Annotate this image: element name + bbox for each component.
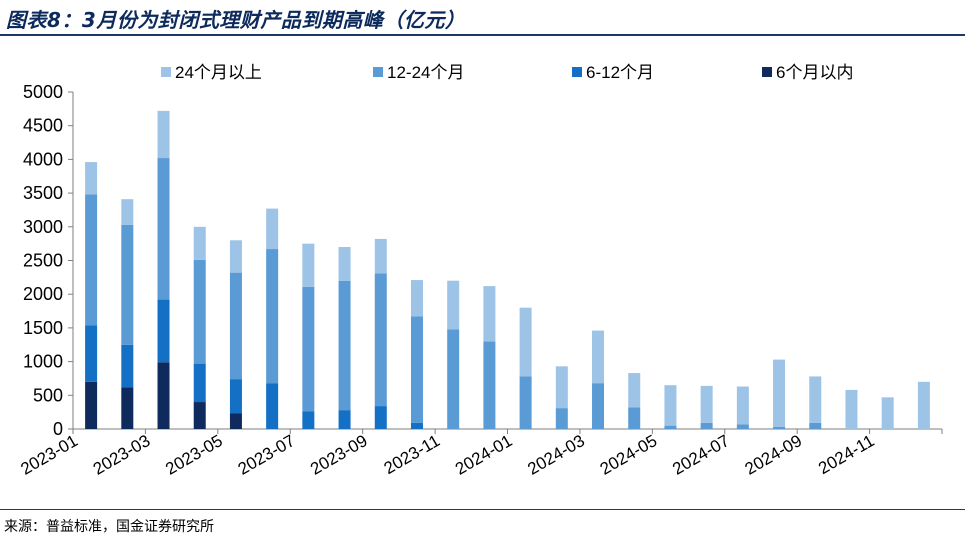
- y-tick-label: 2500: [23, 251, 63, 271]
- bar-segment-12to24m: [447, 329, 460, 429]
- bar-segment-12to24m: [229, 272, 242, 380]
- y-tick-label: 0: [53, 419, 63, 439]
- x-tick-label: 2023-07: [235, 431, 299, 479]
- bar-segment-gt24m: [519, 307, 532, 377]
- bar-segment-gt24m: [881, 397, 894, 429]
- bar-segment-lt6m: [157, 362, 170, 429]
- bar-segment-gt24m: [809, 376, 822, 423]
- y-tick-label: 3000: [23, 217, 63, 237]
- bar-segment-gt24m: [483, 286, 496, 342]
- x-tick-label: 2024-03: [524, 431, 588, 479]
- bar-segment-12to24m: [85, 194, 98, 326]
- bar-segment-6to12m: [338, 410, 351, 429]
- bar-segment-gt24m: [447, 280, 460, 330]
- x-tick-label: 2024-11: [815, 431, 877, 478]
- bar-segment-6to12m: [302, 411, 315, 429]
- bar-segment-gt24m: [193, 226, 206, 260]
- legend-label: 24个月以上: [175, 63, 262, 82]
- bar-segment-12to24m: [121, 224, 134, 345]
- bar-segment-gt24m: [229, 240, 242, 273]
- footer-rule: [0, 509, 965, 510]
- bar-segment-6to12m: [157, 299, 170, 363]
- y-tick-label: 3500: [23, 183, 63, 203]
- y-tick-label: 500: [33, 385, 63, 405]
- bar-segment-gt24m: [121, 199, 134, 225]
- bar-segment-gt24m: [773, 359, 786, 427]
- bar-segment-gt24m: [700, 385, 713, 423]
- x-tick-label: 2023-09: [307, 431, 371, 479]
- bar-segment-gt24m: [157, 110, 170, 159]
- bar-segment-12to24m: [157, 158, 170, 300]
- bar-segment-12to24m: [555, 408, 568, 429]
- x-tick-label: 2024-01: [452, 431, 516, 479]
- y-tick-label: 4500: [23, 116, 63, 136]
- bar-segment-12to24m: [410, 316, 423, 423]
- bar-segment-12to24m: [773, 426, 786, 429]
- x-tick-label: 2023-11: [381, 431, 443, 478]
- bar-segment-12to24m: [700, 422, 713, 429]
- x-tick-label: 2024-05: [597, 431, 661, 479]
- bar-segment-lt6m: [85, 381, 98, 429]
- bar-segment-12to24m: [628, 407, 641, 429]
- bar-segment-6to12m: [374, 406, 387, 429]
- bar-segment-gt24m: [736, 386, 749, 425]
- bar-segment-12to24m: [809, 422, 822, 429]
- bar-segment-gt24m: [555, 366, 568, 409]
- figure-header: 图表8：3月份为封闭式理财产品到期高峰（亿元）: [0, 0, 965, 38]
- bar-segment-gt24m: [302, 243, 315, 287]
- bar-segment-12to24m: [193, 259, 206, 364]
- bar-segment-6to12m: [193, 363, 206, 403]
- legend-swatch: [161, 67, 171, 77]
- bar-segment-12to24m: [302, 286, 315, 412]
- bar-segment-12to24m: [592, 383, 605, 429]
- bar-segment-gt24m: [410, 280, 423, 317]
- x-tick-label: 2023-01: [17, 431, 81, 479]
- bar-segment-6to12m: [229, 379, 242, 414]
- legend-swatch: [373, 67, 383, 77]
- stacked-bar-chart: 0 500 1000 1500 2000 2500 3000 3500 4000 4500 5000…: [17, 63, 943, 479]
- bar-segment-gt24m: [338, 247, 351, 281]
- bar-segment-6to12m: [85, 325, 98, 382]
- y-tick-label: 4000: [23, 149, 63, 169]
- legend-label: 6个月以内: [776, 63, 853, 82]
- y-tick-label: 1500: [23, 318, 63, 338]
- source-note: 来源：普益标准，国金证券研究所: [4, 519, 214, 535]
- y-tick-label: 1000: [23, 352, 63, 372]
- figure-title: 图表8：3月份为封闭式理财产品到期高峰（亿元）: [6, 8, 466, 32]
- x-tick-label: 2023-03: [90, 431, 154, 479]
- bar-segment-6to12m: [410, 422, 423, 429]
- bar-segment-12to24m: [338, 280, 351, 411]
- bar-segment-gt24m: [374, 238, 387, 274]
- bar-segment-6to12m: [121, 344, 134, 388]
- legend-swatch: [572, 67, 582, 77]
- y-tick-label: 5000: [23, 82, 63, 102]
- bar-segment-gt24m: [592, 330, 605, 384]
- bar-segment-gt24m: [917, 381, 930, 429]
- legend-label: 12-24个月: [387, 63, 464, 82]
- bar-segment-gt24m: [628, 373, 641, 408]
- bar-segment-12to24m: [519, 376, 532, 429]
- bar-segment-gt24m: [266, 208, 279, 250]
- bar-segment-12to24m: [483, 341, 496, 429]
- bar-segment-12to24m: [736, 424, 749, 429]
- header-rule: [0, 34, 965, 36]
- bar-segment-6to12m: [266, 383, 279, 429]
- x-tick-label: 2023-05: [162, 431, 226, 479]
- bar-segment-gt24m: [845, 389, 858, 429]
- bar-segment-12to24m: [664, 425, 677, 429]
- bar-segment-lt6m: [193, 402, 206, 429]
- bar-segment-12to24m: [374, 273, 387, 407]
- bar-segment-lt6m: [229, 413, 242, 429]
- y-tick-label: 2000: [23, 284, 63, 304]
- x-tick-label: 2024-09: [742, 431, 806, 479]
- bar-segment-lt6m: [121, 387, 134, 429]
- bar-segment-12to24m: [266, 249, 279, 384]
- chart-area: 0 500 1000 1500 2000 2500 3000 3500 4000 4500 5000…: [0, 38, 965, 506]
- x-tick-label: 2024-07: [669, 431, 733, 479]
- legend-swatch: [762, 67, 772, 77]
- bar-segment-gt24m: [664, 385, 677, 426]
- legend-label: 6-12个月: [586, 63, 654, 82]
- bar-segment-gt24m: [85, 162, 98, 195]
